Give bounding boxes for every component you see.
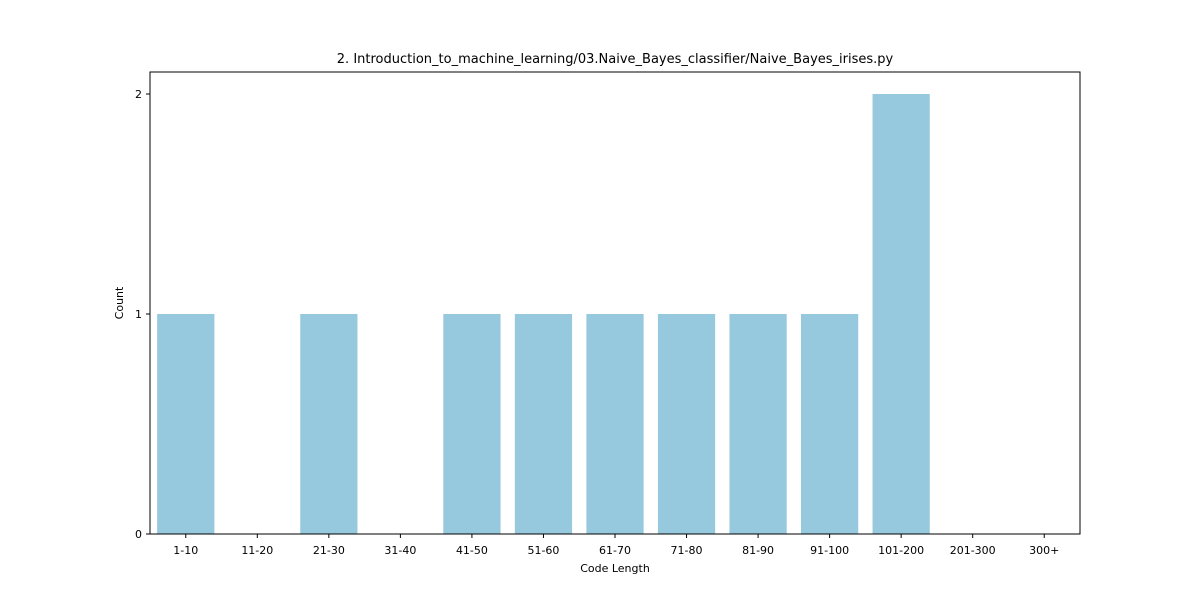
- y-axis-ticks: 0 1 2: [135, 88, 150, 541]
- bar-81-90: [729, 314, 787, 534]
- bar-91-100: [801, 314, 859, 534]
- x-tick-label: 91-100: [810, 544, 849, 557]
- x-tick-label: 201-300: [950, 544, 996, 557]
- bars-group: [157, 94, 930, 534]
- x-tick-label: 31-40: [384, 544, 416, 557]
- bar-61-70: [586, 314, 644, 534]
- x-tick-label: 21-30: [313, 544, 345, 557]
- x-tick-label: 81-90: [742, 544, 774, 557]
- bar-21-30: [300, 314, 358, 534]
- x-tick-label: 300+: [1029, 544, 1059, 557]
- bar-1-10: [157, 314, 215, 534]
- y-tick-label: 0: [135, 528, 142, 541]
- x-axis-label: Code Length: [580, 562, 650, 575]
- x-axis-ticks: 1-10 11-20 21-30 31-40 41-50 51-60 61-70 71-80 8…: [173, 534, 1059, 557]
- bar-71-80: [657, 314, 716, 534]
- bar-41-50: [443, 314, 501, 534]
- x-tick-label: 71-80: [671, 544, 703, 557]
- y-tick-label: 1: [135, 308, 142, 321]
- x-tick-label: 61-70: [599, 544, 631, 557]
- y-axis-label: Count: [113, 286, 126, 319]
- y-tick-label: 2: [135, 88, 142, 101]
- bar-51-60: [514, 314, 573, 534]
- x-tick-label: 1-10: [173, 544, 198, 557]
- chart-title: 2. Introduction_to_machine_learning/03.N…: [337, 52, 894, 67]
- x-tick-label: 41-50: [456, 544, 488, 557]
- x-tick-label: 101-200: [878, 544, 924, 557]
- x-tick-label: 11-20: [241, 544, 273, 557]
- bar-101-200: [872, 94, 930, 534]
- x-tick-label: 51-60: [527, 544, 559, 557]
